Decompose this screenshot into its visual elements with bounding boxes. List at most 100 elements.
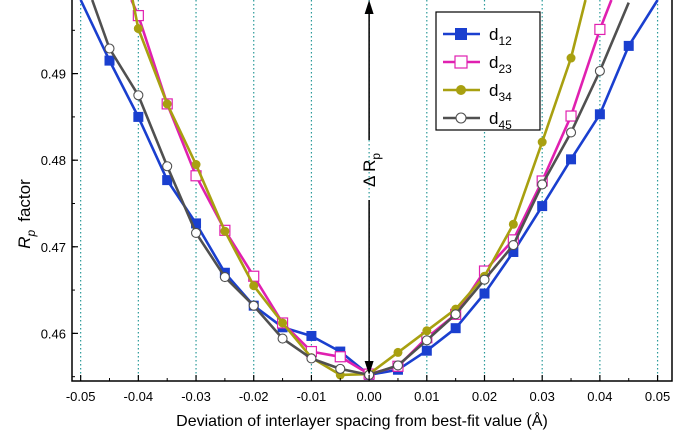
data-point <box>537 201 548 212</box>
x-axis-ticks: -0.05 -0.04 -0.03 -0.02 -0.01 0.00 0.01 0.02 0.0… <box>66 375 670 404</box>
data-point <box>450 309 461 320</box>
y-tick-label: 0.49 <box>41 67 66 82</box>
data-point <box>277 333 288 344</box>
data-point <box>335 363 346 374</box>
legend-label-main: d <box>489 25 498 44</box>
legend-label-sub: 23 <box>498 62 512 76</box>
x-tick-label: -0.02 <box>239 389 269 404</box>
y-axis-label-sub: p <box>24 229 38 237</box>
series-line <box>90 0 630 377</box>
legend-label: d45 <box>489 109 512 132</box>
data-point <box>594 65 605 77</box>
data-point <box>248 300 259 311</box>
data-point <box>133 90 144 101</box>
data-point <box>508 240 519 251</box>
data-point <box>306 330 317 341</box>
legend-label: d34 <box>489 81 512 104</box>
delta-rp-arrowhead-top <box>364 0 374 14</box>
data-point <box>393 347 403 357</box>
y-axis-label-factor: factor <box>15 179 34 222</box>
data-point <box>133 111 144 122</box>
x-tick-label: -0.03 <box>181 389 211 404</box>
x-tick-label: 0.05 <box>645 389 670 404</box>
data-point <box>422 326 432 336</box>
data-point <box>219 272 230 283</box>
y-axis-label: Rp factor <box>15 179 38 249</box>
data-point <box>421 345 432 356</box>
data-point <box>508 246 519 257</box>
data-point <box>455 28 467 40</box>
x-tick-label: 0.04 <box>587 389 612 404</box>
data-point <box>566 53 576 63</box>
x-tick-label: 0.03 <box>530 389 555 404</box>
legend-label: d12 <box>489 25 512 48</box>
data-point <box>455 112 467 124</box>
data-point <box>191 160 201 170</box>
legend-box <box>435 11 541 131</box>
x-tick-label: -0.05 <box>66 389 96 404</box>
delta-rp-label-sub: p <box>369 153 383 160</box>
series-line <box>131 0 587 377</box>
data-point <box>132 9 144 22</box>
data-point <box>594 109 605 120</box>
x-tick-label: 0.02 <box>472 389 497 404</box>
data-point <box>306 353 317 364</box>
x-tick-label: 0.01 <box>414 389 439 404</box>
data-point <box>456 85 466 95</box>
data-point <box>162 161 173 172</box>
data-point <box>162 99 172 109</box>
legend-label-sub: 45 <box>498 118 512 132</box>
legend-entry: d12 <box>443 25 512 48</box>
x-tick-label: -0.01 <box>297 389 327 404</box>
data-point <box>450 323 461 334</box>
data-point <box>421 335 432 346</box>
delta-rp-arrowhead-bottom <box>364 360 374 375</box>
delta-rp-label-main: Δ R <box>360 160 379 187</box>
data-point <box>133 24 143 34</box>
data-point <box>191 218 202 229</box>
data-point <box>565 110 577 122</box>
data-point <box>162 175 173 186</box>
plot-frame <box>71 0 673 382</box>
y-tick-label: 0.47 <box>41 240 66 255</box>
data-point <box>278 318 288 328</box>
data-point <box>508 219 518 229</box>
legend-label-sub: 34 <box>498 90 512 104</box>
x-axis-label: Deviation of interlayer spacing from bes… <box>176 411 548 430</box>
y-tick-label: 0.46 <box>41 326 66 341</box>
y-axis-ticks: 0.46 0.47 0.48 0.49 <box>41 29 78 378</box>
data-point <box>454 55 468 69</box>
y-axis-label-r: R <box>15 236 34 248</box>
data-point <box>392 360 404 371</box>
data-point <box>220 226 230 236</box>
data-point <box>594 23 606 36</box>
data-point <box>104 55 115 66</box>
legend-label-sub: 12 <box>498 34 512 48</box>
data-point <box>249 281 259 291</box>
data-point <box>623 40 634 51</box>
data-point <box>566 154 577 165</box>
data-point <box>479 288 490 299</box>
series-d45 <box>90 0 630 380</box>
data-point <box>537 137 547 147</box>
legend-label-main: d <box>489 53 498 72</box>
series-layer <box>79 0 659 380</box>
data-point <box>190 227 202 238</box>
data-point <box>104 43 115 54</box>
x-tick-label: -0.04 <box>124 389 154 404</box>
legend-label-main: d <box>489 81 498 100</box>
delta-rp-label: Δ Rp <box>360 153 383 187</box>
legend-entry: d45 <box>443 109 512 132</box>
data-point <box>334 351 346 363</box>
data-point <box>537 179 548 190</box>
legend-entry: d23 <box>443 53 512 76</box>
data-point <box>565 127 577 138</box>
x-tick-label: 0.00 <box>356 389 381 404</box>
data-point <box>479 274 490 285</box>
legend-label: d23 <box>489 53 512 76</box>
delta-rp-annotation: Δ Rp <box>360 0 383 375</box>
y-tick-label: 0.48 <box>41 153 66 168</box>
legend-entry: d34 <box>443 81 512 104</box>
